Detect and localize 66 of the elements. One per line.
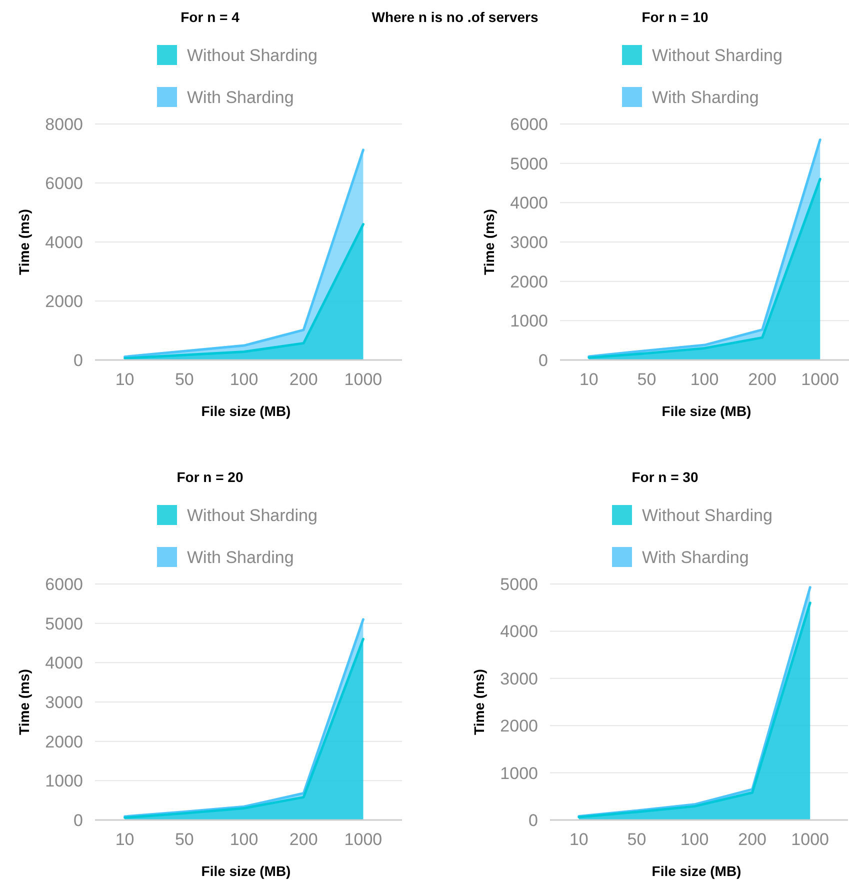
y-tick-label: 2000 (45, 292, 83, 311)
x-axis-title: File size (MB) (662, 403, 752, 419)
legend-label: Without Sharding (652, 46, 782, 65)
legend-label: Without Sharding (642, 506, 772, 525)
x-tick-label: 50 (174, 370, 194, 389)
x-tick-label: 1000 (344, 830, 382, 849)
x-tick-label: 200 (289, 830, 318, 849)
x-axis-title: File size (MB) (652, 863, 742, 879)
x-tick-label: 100 (690, 370, 719, 389)
x-tick-label: 200 (748, 370, 776, 389)
x-tick-label: 100 (680, 830, 709, 849)
y-tick-label: 3000 (500, 669, 538, 688)
y-tick-label: 0 (538, 351, 548, 370)
x-tick-label: 200 (738, 830, 766, 849)
legend-label: With Sharding (187, 88, 294, 107)
y-tick-label: 1000 (510, 312, 548, 331)
x-tick-label: 50 (627, 830, 646, 849)
legend-label: With Sharding (187, 548, 294, 567)
y-tick-label: 4000 (45, 654, 83, 673)
x-tick-label: 10 (579, 370, 598, 389)
y-axis-title: Time (ms) (16, 209, 32, 275)
y-tick-label: 4000 (500, 622, 538, 642)
legend-label: Without Sharding (187, 506, 318, 525)
x-tick-label: 10 (569, 830, 588, 849)
chart-title: For n = 10 (642, 9, 708, 25)
x-tick-label: 10 (115, 370, 134, 389)
x-axis-title: File size (MB) (201, 863, 291, 879)
y-tick-label: 0 (528, 811, 538, 830)
y-tick-label: 1000 (500, 764, 538, 783)
y-tick-label: 3000 (510, 233, 548, 252)
y-axis-title: Time (ms) (16, 669, 32, 735)
x-tick-label: 1000 (801, 370, 840, 389)
chart-title: For n = 4 (180, 9, 240, 25)
y-tick-label: 6000 (510, 115, 548, 134)
x-tick-label: 1000 (791, 830, 830, 849)
x-tick-label: 50 (174, 830, 194, 849)
y-tick-label: 2000 (500, 716, 538, 736)
y-axis-title: Time (ms) (471, 669, 487, 735)
x-tick-label: 100 (230, 370, 258, 389)
legend-label: With Sharding (652, 88, 759, 107)
y-tick-label: 2000 (45, 732, 83, 752)
y-tick-label: 0 (74, 811, 83, 830)
chart-title: For n = 20 (176, 469, 244, 485)
x-tick-label: 50 (637, 370, 656, 389)
x-tick-label: 200 (289, 370, 318, 389)
x-tick-label: 10 (115, 830, 134, 849)
y-tick-label: 4000 (45, 233, 83, 252)
y-tick-label: 1000 (45, 772, 83, 791)
y-tick-label: 5000 (510, 154, 548, 174)
y-tick-label: 6000 (45, 575, 83, 594)
x-tick-label: 100 (230, 830, 258, 849)
chart-title: For n = 30 (632, 469, 698, 485)
y-tick-label: 4000 (510, 194, 548, 213)
legend-label: With Sharding (642, 548, 749, 567)
y-tick-label: 8000 (45, 115, 83, 134)
text: Where n is no .of servers (372, 9, 538, 25)
y-tick-label: 5000 (45, 614, 83, 634)
legend-label: Without Sharding (187, 46, 318, 65)
y-axis-title: Time (ms) (481, 209, 497, 275)
x-tick-label: 1000 (344, 370, 382, 389)
y-tick-label: 6000 (45, 174, 83, 193)
y-tick-label: 2000 (510, 272, 548, 292)
y-tick-label: 0 (74, 351, 83, 370)
x-axis-title: File size (MB) (201, 403, 291, 419)
y-tick-label: 3000 (45, 693, 83, 712)
y-tick-label: 5000 (500, 575, 538, 594)
